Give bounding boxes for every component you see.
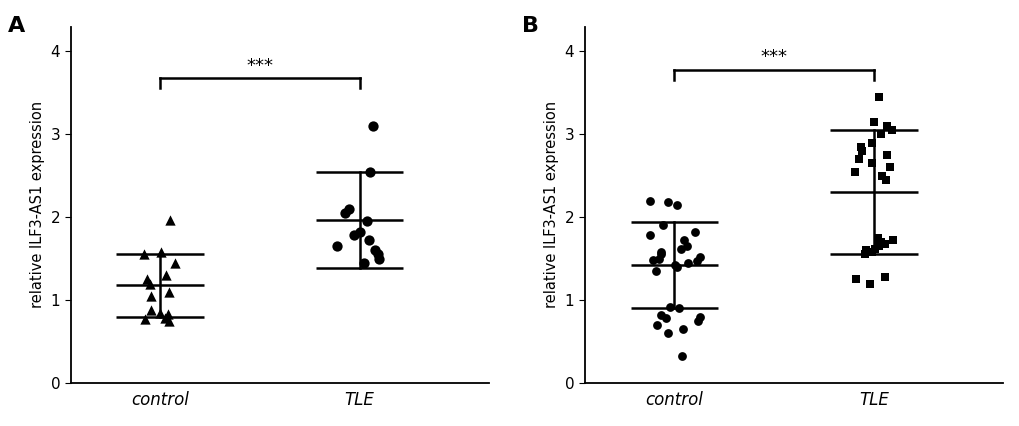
Point	[883, 127, 900, 133]
Point	[853, 147, 869, 154]
Point	[869, 243, 886, 250]
Point	[336, 210, 353, 216]
Point	[865, 118, 881, 125]
Point	[340, 205, 357, 212]
Point	[366, 247, 382, 254]
Point	[654, 222, 671, 229]
Y-axis label: relative ILF3-AS1 expression: relative ILF3-AS1 expression	[30, 101, 45, 308]
Point	[666, 262, 683, 269]
Point	[641, 232, 657, 239]
Y-axis label: relative ILF3-AS1 expression: relative ILF3-AS1 expression	[543, 101, 558, 308]
Point	[648, 322, 664, 328]
Point	[883, 237, 900, 244]
Point	[687, 229, 703, 236]
Point	[139, 276, 155, 283]
Point	[857, 247, 873, 254]
Point	[160, 288, 176, 295]
Point	[847, 276, 863, 283]
Point	[361, 237, 377, 244]
Point	[680, 259, 696, 266]
Point	[650, 255, 666, 262]
Point	[370, 251, 386, 258]
Point	[142, 280, 158, 287]
Point	[652, 251, 668, 258]
Text: ***: ***	[760, 48, 787, 66]
Point	[688, 258, 704, 265]
Point	[667, 264, 684, 271]
Text: B: B	[522, 16, 538, 36]
Point	[137, 251, 153, 258]
Point	[370, 255, 386, 262]
Point	[674, 353, 690, 360]
Text: A: A	[8, 16, 25, 36]
Point	[657, 315, 674, 322]
Point	[878, 123, 895, 130]
Point	[850, 156, 866, 163]
Point	[329, 243, 345, 250]
Point	[690, 317, 706, 324]
Point	[352, 229, 368, 236]
Point	[659, 199, 676, 206]
Point	[856, 251, 872, 258]
Point	[863, 249, 879, 256]
Point	[668, 201, 685, 208]
Point	[156, 315, 172, 322]
Point	[873, 173, 890, 179]
Point	[866, 245, 882, 252]
Point	[365, 123, 381, 130]
Point	[691, 313, 707, 320]
Point	[876, 273, 893, 280]
Point	[676, 237, 692, 244]
Point	[673, 245, 689, 252]
Text: ***: ***	[247, 57, 273, 75]
Point	[852, 143, 868, 150]
Point	[871, 131, 888, 138]
Point	[660, 303, 677, 310]
Point	[861, 280, 877, 287]
Point	[362, 168, 378, 175]
Point	[652, 249, 668, 256]
Point	[162, 216, 178, 223]
Point	[359, 218, 375, 225]
Point	[869, 234, 886, 241]
Point	[137, 316, 153, 322]
Point	[870, 94, 887, 101]
Point	[160, 311, 176, 318]
Point	[647, 268, 663, 274]
Point	[152, 309, 168, 316]
Point	[875, 240, 892, 247]
Point	[644, 257, 660, 264]
Point	[863, 160, 879, 167]
Point	[166, 259, 182, 266]
Point	[641, 197, 657, 204]
Point	[863, 139, 879, 146]
Point	[880, 164, 897, 171]
Point	[878, 152, 895, 158]
Point	[161, 317, 177, 324]
Point	[877, 176, 894, 183]
Point	[671, 305, 687, 312]
Point	[345, 232, 362, 239]
Point	[143, 293, 159, 299]
Point	[846, 168, 862, 175]
Point	[356, 259, 372, 266]
Point	[872, 239, 889, 245]
Point	[652, 311, 668, 318]
Point	[678, 243, 694, 250]
Point	[153, 249, 169, 256]
Point	[144, 307, 160, 314]
Point	[659, 330, 676, 337]
Point	[674, 326, 690, 333]
Point	[691, 253, 707, 260]
Point	[158, 272, 174, 279]
